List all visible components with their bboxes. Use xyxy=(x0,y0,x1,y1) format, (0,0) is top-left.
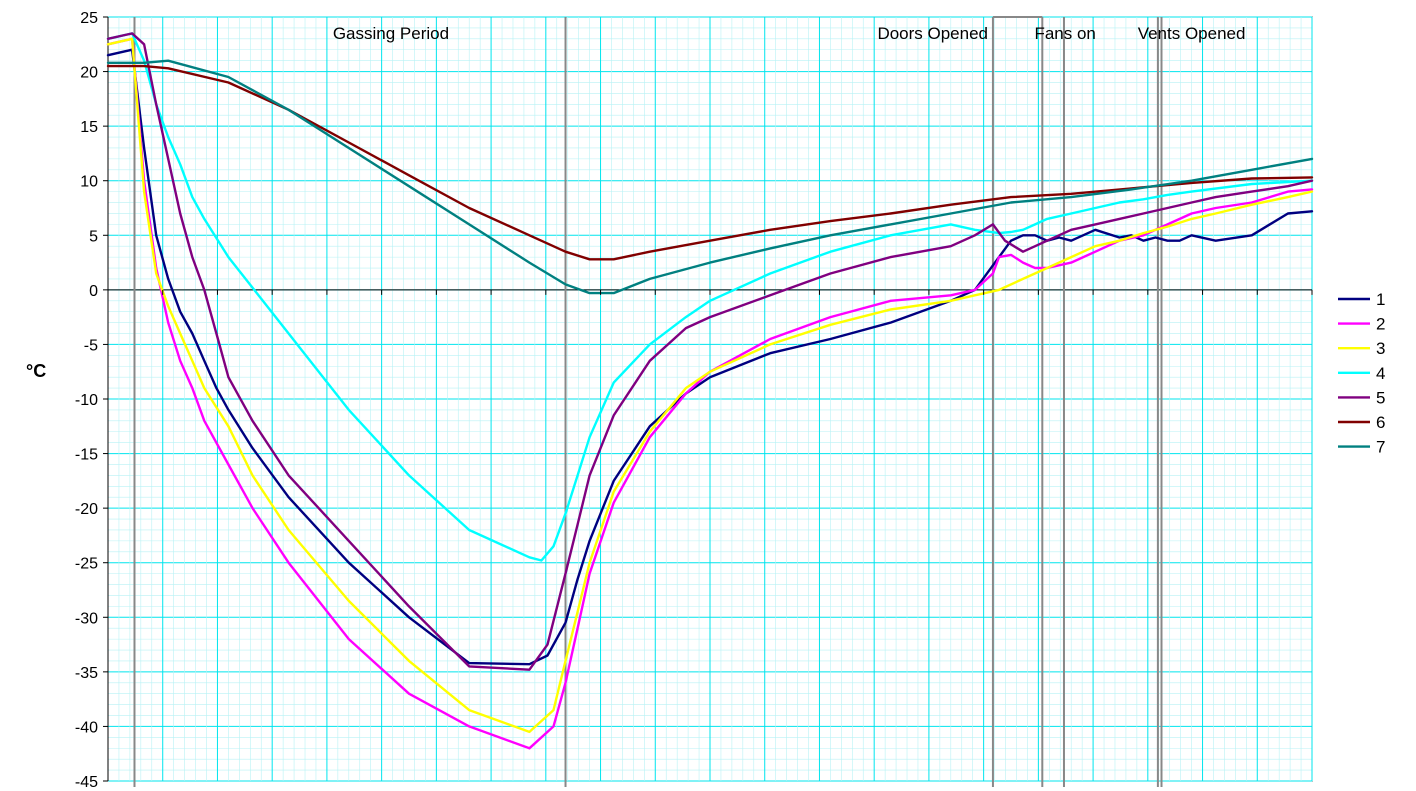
annotation-label: Gassing Period xyxy=(333,24,449,43)
y-tick-label: -20 xyxy=(75,501,98,518)
legend-label-4: 4 xyxy=(1376,364,1385,383)
legend-label-7: 7 xyxy=(1376,438,1385,457)
y-tick-label: -30 xyxy=(75,610,98,627)
series-line-1 xyxy=(106,48,1314,666)
y-tick-label: -25 xyxy=(75,556,98,573)
series-line-6 xyxy=(106,64,1314,261)
legend-label-3: 3 xyxy=(1376,339,1385,358)
y-tick-label: 10 xyxy=(80,174,98,191)
y-axis-label: °C xyxy=(26,361,46,381)
y-tick-label: -40 xyxy=(75,719,98,736)
series-line-4 xyxy=(106,32,1314,562)
period-annotations: Gassing Period Doors Opened Fans on Vents O… xyxy=(333,24,1246,43)
series-lines xyxy=(106,32,1314,750)
series-line-5 xyxy=(106,32,1314,671)
y-tick-label: -45 xyxy=(75,774,98,791)
legend-label-2: 2 xyxy=(1376,315,1385,334)
annotation-label: Doors Opened xyxy=(877,24,988,43)
legend: 1 2 3 4 5 6 7 xyxy=(1338,290,1385,457)
y-tick-label: -15 xyxy=(75,447,98,464)
annotation-label: Fans on xyxy=(1034,24,1095,43)
series-line-3 xyxy=(106,37,1314,734)
legend-label-5: 5 xyxy=(1376,388,1385,407)
y-tick-label: 5 xyxy=(89,228,98,245)
grid-layer xyxy=(107,16,1313,782)
y-tick-label: 0 xyxy=(89,283,98,300)
y-tick-label: -35 xyxy=(75,665,98,682)
y-axis-ticks: 25 20 15 10 5 0 -5 -10 -15 -20 -25 -30 -35 -40 -45 xyxy=(75,10,1313,791)
series-line-7 xyxy=(106,59,1314,295)
y-tick-label: 25 xyxy=(80,10,98,27)
annotation-label: Vents Opened xyxy=(1138,24,1246,43)
y-tick-label: -5 xyxy=(84,337,98,354)
legend-label-6: 6 xyxy=(1376,413,1385,432)
y-tick-label: 15 xyxy=(80,119,98,136)
legend-label-1: 1 xyxy=(1376,290,1385,309)
y-tick-label: 20 xyxy=(80,65,98,82)
y-tick-label: -10 xyxy=(75,392,98,409)
